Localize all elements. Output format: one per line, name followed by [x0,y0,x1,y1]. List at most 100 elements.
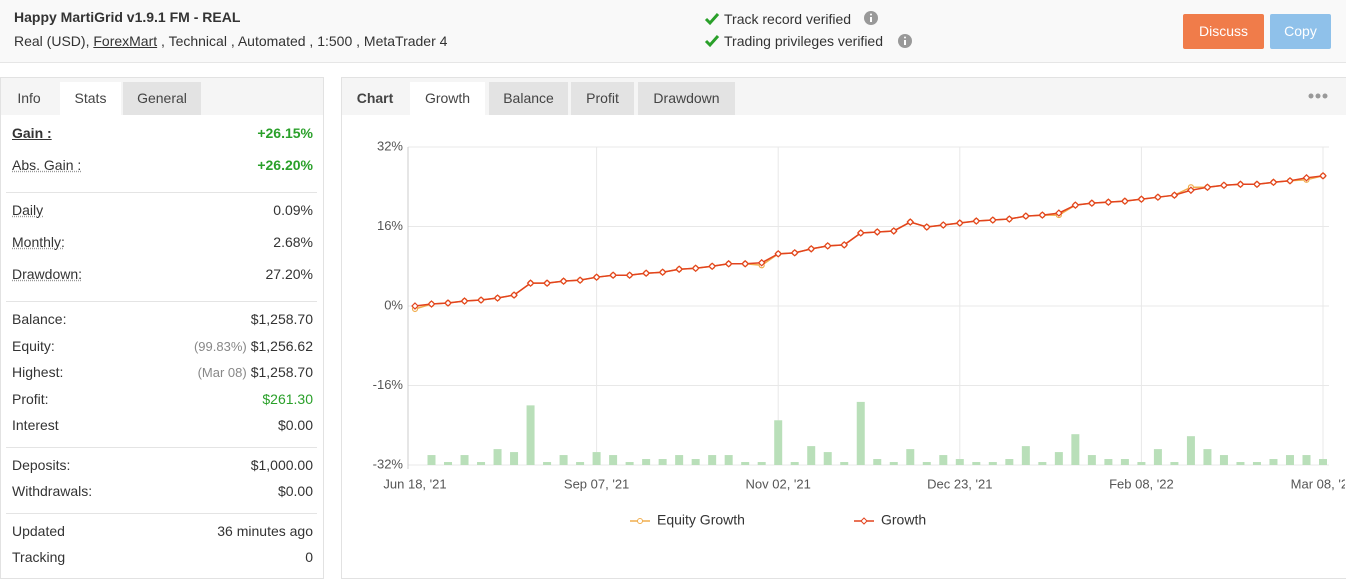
volume-bar [658,459,667,465]
stat-label: Withdrawals: [12,483,93,499]
stat-value-wrap: $0.00 [278,417,313,433]
point [1187,186,1195,195]
volume-bar [1120,459,1129,465]
volume-bar [625,462,634,465]
volume-bar [1319,459,1327,465]
stat-value: +26.20% [257,157,313,173]
separator [6,446,317,448]
stat-label: Tracking [12,549,66,565]
legend-label: Equity Growth [657,512,745,528]
point [1055,209,1063,217]
point [906,218,915,226]
point [1038,211,1047,219]
stat-value: $1,258.70 [250,311,313,327]
stat-value-wrap: 0 [305,549,313,565]
stat-label: Interest [12,417,59,433]
volume-bar [823,452,832,465]
series-line [414,175,1324,307]
y-tick-label: 0% [384,297,403,312]
volume-bar [1186,436,1195,465]
chart-panel: Chart Growth Balance Profit Drawdown [341,77,1346,579]
volume-bar [741,462,750,465]
volume-bar [493,449,502,465]
stat-value: 2.68% [273,234,313,250]
verified-text: Trading privileges verified [724,33,883,49]
stat-value-wrap: 2.68% [273,234,313,250]
tab[interactable]: General [123,82,201,115]
volume-bar [1071,434,1080,465]
stat-value: $261.30 [262,390,313,407]
volume-bar [1285,455,1294,465]
info-icons[interactable] [864,11,914,51]
legend-marker [860,517,868,525]
stat-value: 0 [305,549,313,565]
volume-bar [1021,446,1030,465]
stat-label: Monthly: [12,234,65,250]
check-icons [704,13,720,48]
stat-label: Deposits: [12,456,71,473]
broker-link[interactable]: ForexMart [93,33,158,49]
tab[interactable]: Growth [410,82,485,115]
point [493,294,502,302]
volume-bar [460,455,469,465]
stat-label: Gain : [12,125,52,141]
tab[interactable]: Profit [571,82,634,115]
volume-bar [972,462,981,465]
x-tick-label: Mar 08, '22 [1291,476,1345,491]
tab[interactable]: Balance [489,82,568,115]
volume-bar [543,462,552,465]
copy-button[interactable]: Copy [1270,14,1331,49]
point [658,268,667,277]
volume-bar [444,462,453,465]
volume-bar [510,452,519,465]
tab[interactable]: Info [1,82,57,115]
volume-bar [1153,449,1162,465]
tab[interactable]: Drawdown [638,82,735,115]
x-tick-label: Dec 23, '21 [927,476,992,491]
stat-value: $0.00 [277,417,313,433]
volume-bar [840,462,849,465]
y-tick-label: -32% [373,456,404,471]
stat-note: (Mar 08) [197,365,247,380]
point [543,279,551,287]
point [1286,176,1294,185]
stat-value-wrap: $1,258.70 [251,311,313,327]
y-tick-label: -16% [373,377,404,392]
point [1302,173,1311,182]
point [873,228,882,236]
stat-row: Updated 36 minutes ago [12,523,313,539]
separator [6,192,317,193]
volume-bar [1087,455,1096,465]
point [741,259,750,268]
point [1021,212,1030,220]
point [807,245,816,253]
stat-label: Drawdown: [12,266,83,282]
stat-row: Tracking 0 [12,549,313,565]
volume-bar [576,462,585,465]
volume-bar [1252,462,1261,465]
x-tick-label: Feb 08, '22 [1109,476,1174,491]
point [592,273,601,282]
point [708,262,717,271]
tab-heading: Chart [342,82,408,115]
more-menu[interactable] [1308,92,1330,100]
volume-bar [642,459,651,465]
discuss-button[interactable]: Discuss [1183,14,1264,49]
volume-bar [1302,455,1311,465]
stat-row: Daily 0.09% [12,202,313,218]
stat-note: (99.83%) [193,338,247,354]
point [823,242,832,250]
stat-label: Profit: [12,390,49,407]
point [988,216,997,224]
volume-bar [1236,462,1245,465]
volume-bar [922,462,931,465]
stat-label: Equity: [12,337,55,354]
chart: 32% 16% 0% -16% -32% Jun 18, '21 Sep 07, '21 No… [373,138,1345,528]
volume-bar [477,462,486,465]
tab[interactable]: Stats [60,82,121,115]
volume-bar [757,462,766,465]
stat-label: Daily [12,202,44,218]
point [972,217,981,225]
tab-strip: Chart Growth Balance Profit Drawdown [342,78,1346,115]
volume-bar [1170,462,1179,465]
